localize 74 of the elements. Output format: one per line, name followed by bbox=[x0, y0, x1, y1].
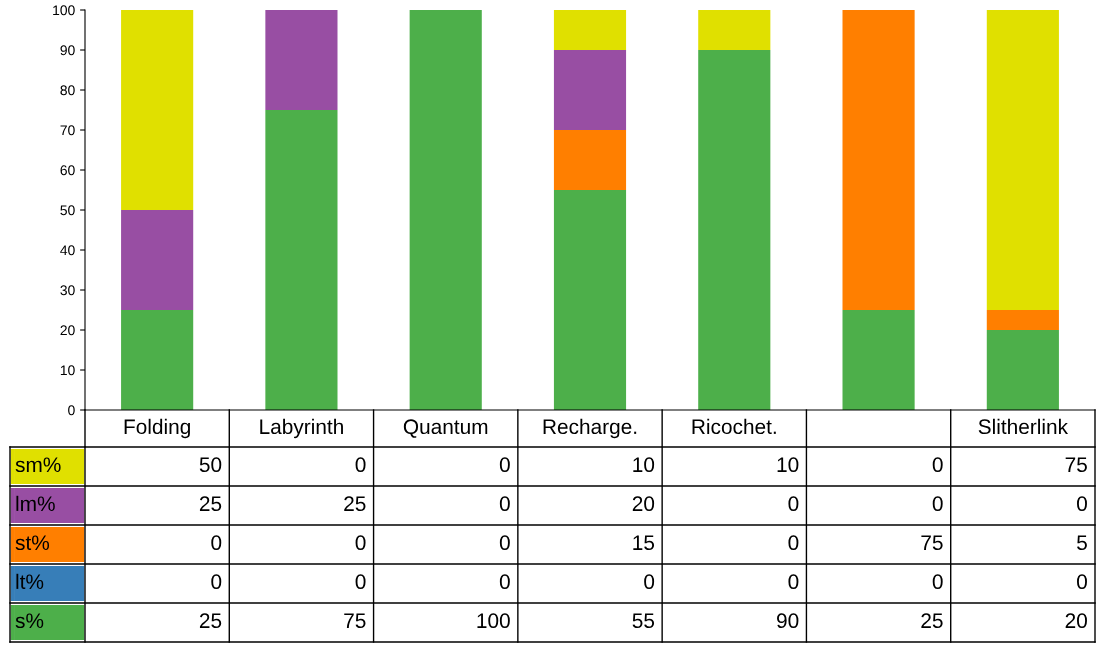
bar bbox=[265, 110, 338, 410]
x-tick-label: Quantum bbox=[403, 419, 488, 438]
legend-label: sm% bbox=[15, 457, 61, 473]
legend-label: st% bbox=[15, 535, 50, 551]
legend-label: s% bbox=[15, 613, 44, 629]
y-tick-label: 40 bbox=[60, 245, 75, 256]
data-label: 0 bbox=[1077, 496, 1087, 512]
data-label: 0 bbox=[211, 574, 222, 590]
y-tick-label: 0 bbox=[68, 405, 75, 416]
y-tick-label: 90 bbox=[60, 45, 75, 56]
bar bbox=[121, 310, 194, 410]
data-label: 25 bbox=[199, 496, 222, 512]
data-label: 75 bbox=[344, 613, 366, 629]
bar bbox=[842, 10, 915, 310]
data-label: 0 bbox=[499, 535, 510, 551]
legend-label: lt% bbox=[16, 573, 44, 590]
data-label: 0 bbox=[499, 574, 510, 590]
data-label: 0 bbox=[355, 535, 366, 551]
data-label: 75 bbox=[921, 535, 943, 551]
data-label: 0 bbox=[788, 535, 799, 551]
bar bbox=[698, 50, 771, 410]
bar bbox=[986, 10, 1059, 310]
bar bbox=[553, 10, 627, 50]
data-label: 0 bbox=[788, 496, 799, 512]
data-label: 10 bbox=[633, 457, 655, 473]
y-tick-label: 80 bbox=[60, 85, 75, 96]
legend-label: lm% bbox=[16, 495, 55, 512]
bar bbox=[553, 50, 627, 130]
data-label: 5 bbox=[1077, 535, 1087, 551]
data-label: 0 bbox=[932, 574, 943, 590]
x-tick-label: Ricochet. bbox=[692, 418, 776, 435]
data-label: 0 bbox=[499, 457, 510, 473]
data-label: 10 bbox=[777, 457, 799, 473]
bar bbox=[553, 190, 627, 410]
data-label: 20 bbox=[1065, 613, 1087, 629]
data-label: 25 bbox=[344, 496, 366, 512]
data-label: 0 bbox=[355, 457, 366, 473]
data-label: 0 bbox=[355, 574, 366, 590]
y-tick-label: 60 bbox=[60, 165, 75, 176]
bar bbox=[265, 10, 338, 110]
x-tick-label: Labyrinth bbox=[260, 418, 343, 439]
bar bbox=[842, 310, 915, 410]
y-tick-label: 50 bbox=[60, 205, 75, 216]
y-tick-label: 10 bbox=[60, 365, 75, 376]
data-label: 100 bbox=[477, 613, 510, 629]
bar bbox=[409, 10, 482, 410]
y-tick-label: 30 bbox=[60, 285, 75, 296]
bar bbox=[986, 310, 1059, 330]
bar bbox=[698, 10, 771, 50]
data-label: 0 bbox=[499, 496, 510, 512]
data-label: 20 bbox=[632, 496, 655, 512]
data-label: 0 bbox=[932, 496, 943, 512]
x-tick-label: Slitherlink bbox=[978, 418, 1069, 435]
y-tick-label: 20 bbox=[60, 325, 75, 336]
x-tick-label: Recharge. bbox=[543, 418, 637, 439]
data-label: 0 bbox=[932, 457, 943, 473]
data-label: 75 bbox=[1065, 457, 1087, 473]
bar bbox=[553, 130, 627, 190]
y-tick-label: 70 bbox=[60, 125, 75, 136]
data-label: 25 bbox=[199, 613, 222, 629]
data-label: 15 bbox=[633, 535, 655, 551]
bar bbox=[986, 330, 1059, 410]
data-label: 55 bbox=[632, 613, 655, 629]
bar bbox=[121, 10, 194, 210]
data-label: 0 bbox=[211, 535, 222, 551]
data-label: 25 bbox=[921, 613, 943, 629]
data-label: 90 bbox=[777, 613, 799, 629]
data-label: 0 bbox=[788, 574, 799, 590]
bar bbox=[121, 210, 194, 310]
y-tick-label: 100 bbox=[53, 5, 75, 16]
data-label: 0 bbox=[644, 574, 655, 590]
x-tick-label: Folding bbox=[124, 418, 190, 439]
data-label: 50 bbox=[199, 457, 222, 473]
data-label: 0 bbox=[1077, 574, 1087, 590]
